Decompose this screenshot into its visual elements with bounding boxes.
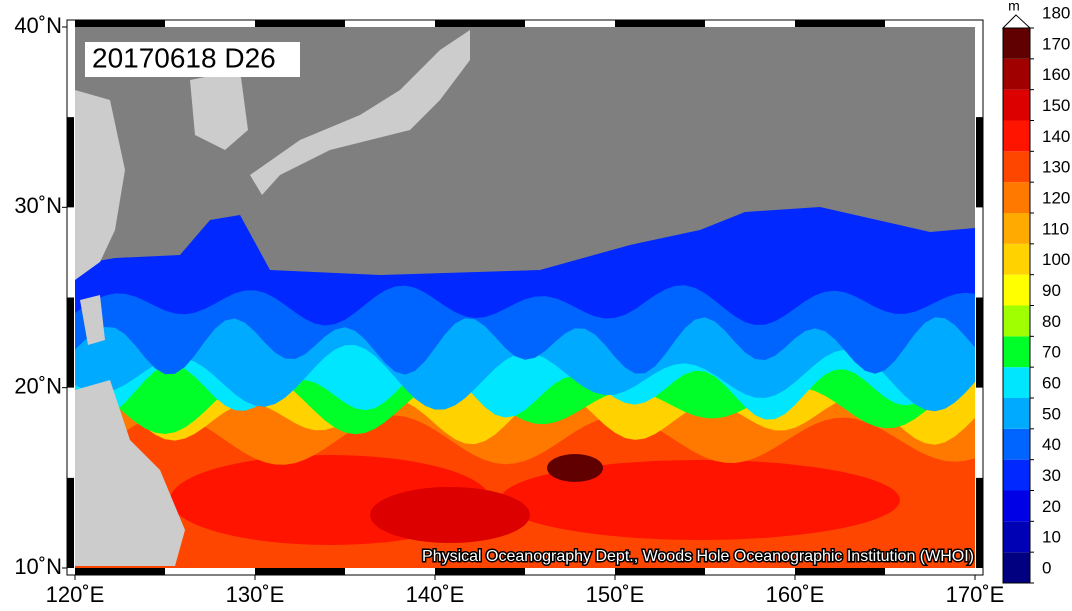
colorbar-swatch <box>1003 213 1030 244</box>
colorbar-tick-label: 70 <box>1042 343 1061 362</box>
colorbar-tick-label: 120 <box>1042 188 1070 207</box>
x-tick-label: 120˚E <box>46 582 105 606</box>
colorbar-tick-label: 90 <box>1042 281 1061 300</box>
y-tick-label: 30˚N <box>14 193 62 218</box>
colorbar-tick-label: 60 <box>1042 373 1061 392</box>
colorbar-swatch <box>1003 151 1030 183</box>
colorbar-swatch <box>1003 274 1030 306</box>
colorbar-swatch <box>1003 305 1030 337</box>
x-tick-label: 140˚E <box>406 582 465 606</box>
colorbar-tick-label: 170 <box>1042 34 1070 53</box>
colorbar-swatch <box>1003 58 1030 90</box>
colorbar-swatch <box>1003 182 1030 213</box>
colorbar-swatch <box>1003 28 1030 59</box>
colorbar-tick-label: 0 <box>1042 558 1051 577</box>
colorbar-arrow <box>1001 14 1032 29</box>
x-tick-label: 150˚E <box>586 582 645 606</box>
colorbar-tick-label: 140 <box>1042 127 1070 146</box>
colorbar-tick-label: 50 <box>1042 404 1061 423</box>
colorbar-tick-label: 10 <box>1042 528 1061 547</box>
y-tick-label: 20˚N <box>14 373 62 398</box>
colorbar-swatch <box>1003 490 1030 522</box>
colorbar-swatch <box>1003 428 1030 460</box>
colorbar-swatch <box>1003 552 1030 583</box>
colorbar-tick-label: 100 <box>1042 250 1070 269</box>
colorbar-tick-label: 150 <box>1042 96 1070 115</box>
y-tick-label: 40˚N <box>14 13 62 38</box>
colorbar-swatch <box>1003 89 1030 121</box>
colorbar-tick-label: 30 <box>1042 466 1061 485</box>
colorbar-tick-label: 180 <box>1042 3 1070 22</box>
colorbar-tick-label: 110 <box>1042 219 1069 238</box>
credit: Physical Oceanography Dept., Woods Hole … <box>422 548 974 565</box>
colorbar-tick-label: 80 <box>1042 312 1061 331</box>
x-tick-label: 170˚E <box>946 582 1005 606</box>
colorbar-swatch <box>1003 398 1030 429</box>
label-box <box>85 42 300 77</box>
colorbar-swatch <box>1003 459 1030 491</box>
colorbar-tick-label: 40 <box>1042 435 1061 454</box>
colorbar-tick-label: 160 <box>1042 65 1070 84</box>
colorbar-unit: m <box>1008 0 1020 14</box>
colorbar-swatch <box>1003 243 1030 275</box>
colorbar-tick-label: 130 <box>1042 158 1070 177</box>
colorbar-swatch <box>1003 336 1030 368</box>
colorbar-swatch <box>1003 367 1030 398</box>
x-tick-label: 160˚E <box>766 582 825 606</box>
y-tick-label: 10˚N <box>14 554 62 579</box>
colorbar-tick-label: 20 <box>1042 497 1061 516</box>
x-tick-label: 130˚E <box>226 582 285 606</box>
colorbar-swatch <box>1003 521 1030 553</box>
map-label: 20170618 D26 <box>92 42 276 73</box>
land <box>75 27 975 566</box>
colorbar-swatch <box>1003 120 1030 152</box>
